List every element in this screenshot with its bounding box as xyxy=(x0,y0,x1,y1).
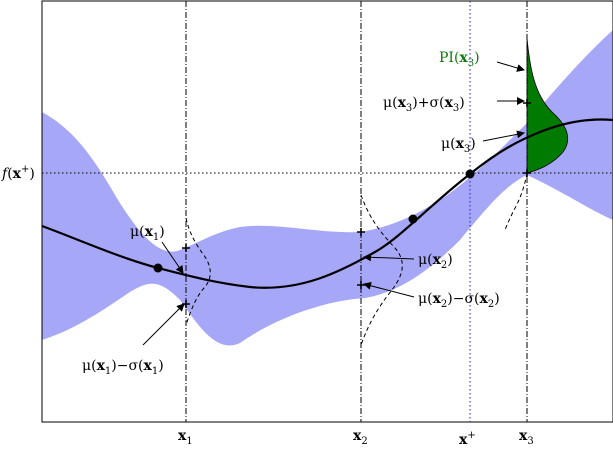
pi-x3-label: PI(x3) xyxy=(439,50,480,69)
mu-x3-label: μ(x3) xyxy=(441,136,476,155)
mu-minus-sigma-x1-label: μ(x1)−σ(x1) xyxy=(82,358,164,377)
xplus-axis-label: x+ xyxy=(459,430,476,447)
observation-point xyxy=(465,169,475,179)
x1-axis-label: x1 xyxy=(178,428,193,447)
mu-minus-sigma-x2-label: μ(x2)−σ(x2) xyxy=(418,291,500,310)
plus-markers xyxy=(182,99,531,308)
x3-axis-label: x3 xyxy=(519,428,534,447)
fplus-axis-label: f(x+) xyxy=(1,164,35,182)
uncertainty-band xyxy=(42,30,613,346)
pi-region xyxy=(526,37,569,174)
x2-axis-label: x2 xyxy=(353,428,368,447)
annotation-arrows xyxy=(142,61,525,346)
density-x3-lower xyxy=(504,172,528,231)
mu-plus-sigma-x3-label: μ(x3)+σ(x3) xyxy=(383,95,465,114)
density-x1 xyxy=(185,217,211,326)
mu-x2-label: μ(x2) xyxy=(418,252,453,271)
observation-point xyxy=(153,263,163,273)
plot-frame xyxy=(41,0,613,423)
observation-point xyxy=(408,214,418,224)
mu-x1-label: μ(x1) xyxy=(130,224,165,243)
